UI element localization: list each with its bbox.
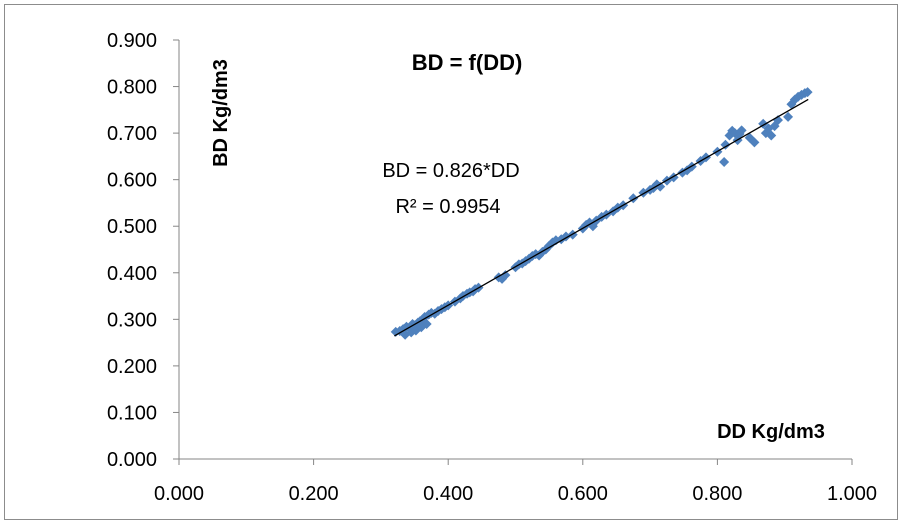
y-tick-label: 0.000 [107, 449, 157, 471]
x-tick-label: 0.000 [154, 483, 204, 505]
data-point [736, 125, 747, 136]
data-point [500, 270, 511, 281]
x-tick-label: 0.600 [558, 483, 608, 505]
y-tick-label: 0.400 [107, 263, 157, 285]
data-point [749, 137, 760, 148]
data-point [783, 111, 794, 122]
y-axis-label: BD Kg/dm3 [210, 59, 232, 167]
data-point [766, 130, 777, 141]
y-tick-label: 0.300 [107, 309, 157, 331]
x-tick-label: 1.000 [827, 483, 877, 505]
axes [178, 40, 852, 460]
data-point [655, 181, 666, 192]
x-tick-label: 0.200 [289, 483, 339, 505]
data-point [727, 125, 738, 136]
y-tick-label: 0.900 [107, 30, 157, 52]
x-tick-label: 0.800 [692, 483, 742, 505]
trendline-equation: BD = 0.826*DD [382, 160, 519, 182]
x-axis-label: DD Kg/dm3 [717, 421, 825, 443]
y-tick-label: 0.800 [107, 77, 157, 99]
scatter-chart: 0.000 0.100 0.200 0.300 0.400 0.500 0.600 0.700… [107, 30, 877, 505]
y-tick-label: 0.700 [107, 123, 157, 145]
y-tick-label: 0.500 [107, 216, 157, 238]
y-tick-label: 0.100 [107, 402, 157, 424]
chart-area: 0.000 0.100 0.200 0.300 0.400 0.500 0.600 0.700… [4, 4, 898, 520]
x-tick-label: 0.400 [423, 483, 473, 505]
y-tick-label: 0.200 [107, 356, 157, 378]
chart-title: BD = f(DD) [412, 50, 523, 75]
data-point [802, 87, 813, 98]
axis-ticks: 0.000 0.100 0.200 0.300 0.400 0.500 0.600 0.700… [107, 30, 877, 505]
r-squared-label: R² = 0.9954 [395, 196, 500, 218]
data-point [720, 139, 731, 150]
y-tick-label: 0.600 [107, 170, 157, 192]
trendline [394, 98, 809, 337]
data-point [421, 318, 432, 329]
data-point [719, 156, 730, 167]
